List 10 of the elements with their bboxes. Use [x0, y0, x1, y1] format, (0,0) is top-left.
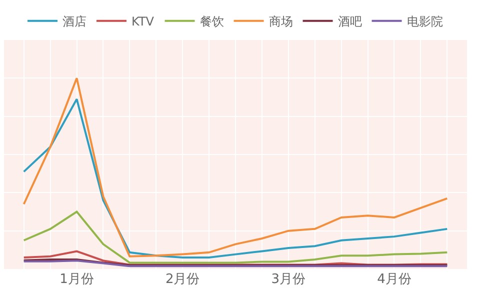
legend-label: 餐饮 [200, 14, 224, 29]
legend-label: 酒吧 [338, 14, 362, 29]
legend-label: KTV [132, 14, 155, 29]
legend-label: 电影院 [406, 14, 443, 29]
legend-label: 商场 [268, 14, 293, 29]
x-tick-label: 3月份 [271, 272, 306, 287]
x-tick-label: 4月份 [377, 272, 412, 287]
legend-label: 酒店 [62, 14, 86, 29]
x-tick-label: 1月份 [60, 272, 94, 287]
x-tick-label: 2月份 [165, 272, 200, 287]
